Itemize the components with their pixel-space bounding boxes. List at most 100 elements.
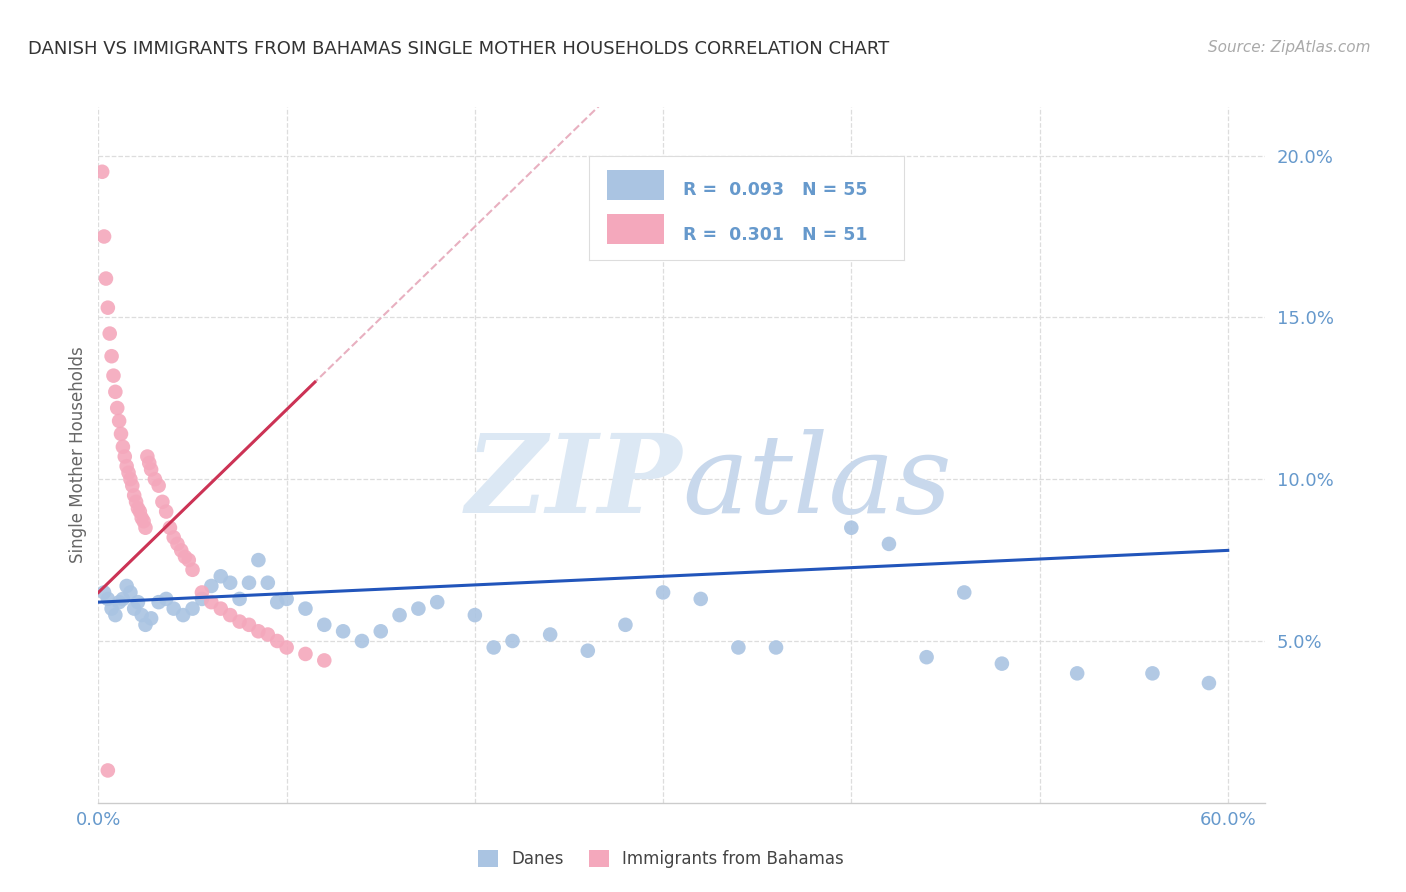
Point <box>209 569 232 583</box>
Point <box>110 426 132 441</box>
Point <box>152 495 174 509</box>
Point <box>765 640 787 655</box>
Y-axis label: Single Mother Households: Single Mother Households <box>69 347 87 563</box>
Point <box>464 608 486 623</box>
Point <box>132 514 155 528</box>
Point <box>191 585 214 599</box>
Point <box>155 591 177 606</box>
Point <box>98 326 121 341</box>
Point <box>134 617 156 632</box>
Point <box>727 640 749 655</box>
Point <box>163 531 186 545</box>
Point <box>294 647 316 661</box>
Point <box>91 165 114 179</box>
Point <box>256 627 278 641</box>
Point <box>122 488 145 502</box>
Point <box>127 595 149 609</box>
Point <box>128 504 150 518</box>
Point <box>143 472 166 486</box>
Text: Source: ZipAtlas.com: Source: ZipAtlas.com <box>1208 40 1371 55</box>
Point <box>228 615 250 629</box>
Point <box>671 213 693 227</box>
Point <box>104 608 127 623</box>
Point <box>209 601 232 615</box>
Point <box>121 478 143 492</box>
Point <box>139 611 162 625</box>
Point <box>915 650 938 665</box>
Point <box>177 553 200 567</box>
Point <box>97 764 120 778</box>
Legend: Danes, Immigrants from Bahamas: Danes, Immigrants from Bahamas <box>471 843 851 875</box>
Point <box>200 595 222 609</box>
Point <box>131 511 153 525</box>
Point <box>163 601 186 615</box>
Point <box>689 591 711 606</box>
Point <box>97 301 120 315</box>
Point <box>104 384 127 399</box>
Point <box>138 456 160 470</box>
Point <box>117 466 139 480</box>
Point <box>111 440 134 454</box>
Point <box>247 624 270 639</box>
Point <box>115 459 138 474</box>
Point <box>247 553 270 567</box>
Point <box>125 495 148 509</box>
Point <box>105 401 128 415</box>
Point <box>576 643 599 657</box>
Point <box>172 608 194 623</box>
Point <box>191 591 214 606</box>
Point <box>238 617 260 632</box>
Point <box>148 595 170 609</box>
Point <box>1198 676 1220 690</box>
Point <box>148 478 170 492</box>
Point <box>122 601 145 615</box>
Point <box>136 450 159 464</box>
Point <box>181 563 204 577</box>
Point <box>219 608 242 623</box>
Point <box>93 585 115 599</box>
Point <box>94 271 117 285</box>
Point <box>103 368 125 383</box>
Text: ZIP: ZIP <box>465 429 682 536</box>
Point <box>228 591 250 606</box>
Point <box>314 617 336 632</box>
Point <box>200 579 222 593</box>
Point <box>114 450 136 464</box>
Point <box>877 537 900 551</box>
Point <box>426 595 449 609</box>
Text: DANISH VS IMMIGRANTS FROM BAHAMAS SINGLE MOTHER HOUSEHOLDS CORRELATION CHART: DANISH VS IMMIGRANTS FROM BAHAMAS SINGLE… <box>28 40 890 58</box>
Point <box>97 591 120 606</box>
Point <box>120 472 142 486</box>
Point <box>276 640 298 655</box>
Point <box>256 575 278 590</box>
Point <box>131 608 153 623</box>
Point <box>953 585 976 599</box>
Point <box>93 229 115 244</box>
Point <box>276 591 298 606</box>
Point <box>652 585 675 599</box>
Point <box>111 591 134 606</box>
Text: atlas: atlas <box>682 429 952 536</box>
Point <box>314 653 336 667</box>
Point <box>139 462 162 476</box>
Point <box>266 595 288 609</box>
Point <box>1142 666 1164 681</box>
Point <box>332 624 354 639</box>
Point <box>266 634 288 648</box>
Point <box>174 549 197 564</box>
Point <box>108 595 131 609</box>
Point <box>388 608 411 623</box>
Point <box>370 624 392 639</box>
Point <box>120 585 142 599</box>
Point <box>108 414 131 428</box>
Point <box>159 521 181 535</box>
Point <box>170 543 193 558</box>
Point <box>408 601 430 615</box>
Point <box>100 349 122 363</box>
Point <box>155 504 177 518</box>
Point <box>350 634 373 648</box>
Point <box>238 575 260 590</box>
Point <box>181 601 204 615</box>
Point <box>219 575 242 590</box>
Point <box>166 537 188 551</box>
